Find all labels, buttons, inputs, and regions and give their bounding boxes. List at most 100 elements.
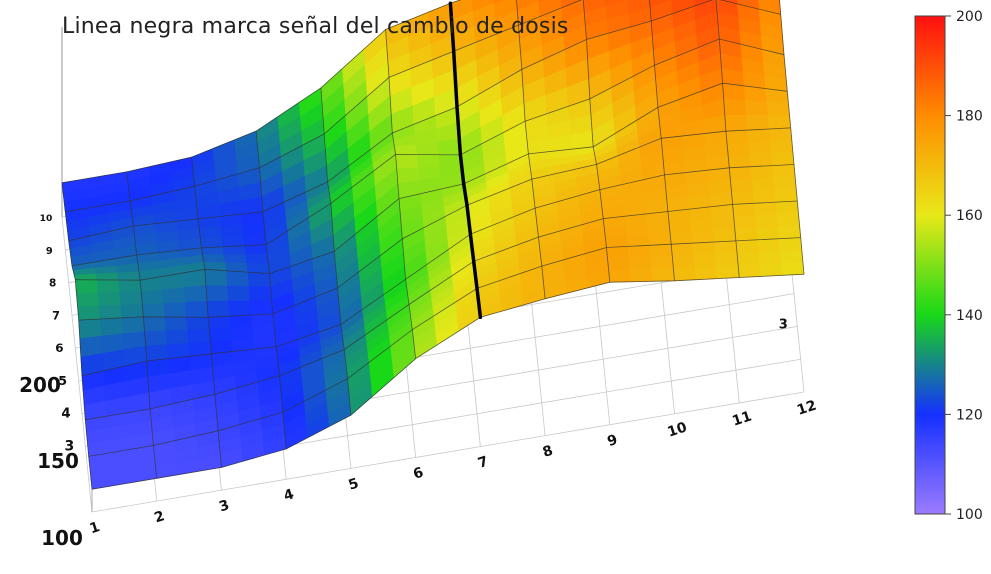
surface-patch (228, 300, 252, 317)
surface-patch (769, 139, 794, 154)
surface-patch (712, 228, 737, 243)
x-tick-label: 11 (730, 408, 753, 429)
surface-patch (608, 269, 632, 283)
surface-patch (162, 287, 186, 304)
x-tick-label: 2 (152, 508, 166, 526)
colorbar: 100 120 140 160 180 200 (914, 9, 983, 523)
surface-patch (206, 300, 231, 318)
surface-patch (185, 300, 209, 318)
surface-patch (606, 246, 630, 260)
surface-patch (650, 256, 674, 270)
surface-patch (715, 252, 739, 267)
surface-patch (183, 284, 208, 303)
surface-patch (752, 189, 777, 204)
surface-patch (725, 129, 749, 144)
surface-patch (690, 218, 714, 233)
surface-patch (733, 215, 757, 230)
surface-patch (649, 243, 673, 258)
surface-patch (165, 329, 190, 346)
y-tick-label: 5 (58, 373, 67, 388)
surface-patch (759, 262, 783, 277)
surface-patch (694, 266, 719, 281)
surface-patch (247, 271, 271, 288)
surface-patch (223, 254, 248, 264)
surface-patch (220, 224, 244, 238)
surface-patch (767, 115, 792, 130)
surface-patch (96, 279, 120, 294)
surface-patch (245, 253, 269, 265)
wire-row (65, 0, 583, 213)
surface-patch (120, 304, 144, 319)
surface-patch (754, 213, 779, 228)
surface-patch (202, 254, 226, 264)
surface-patch (207, 315, 232, 330)
surface-patch (732, 202, 756, 217)
wire-col (255, 131, 287, 449)
surface-patch (118, 279, 142, 294)
surface-patch (629, 268, 654, 283)
surface-patch (748, 140, 772, 155)
wire-row (91, 273, 805, 490)
surface-patch (724, 114, 748, 132)
surface-patch (119, 292, 143, 306)
colorbar-ticks: 100 120 140 160 180 200 (945, 9, 983, 523)
surface-patch (766, 101, 790, 117)
surface-patch (627, 244, 652, 259)
wire-col (516, 0, 546, 299)
surface-patch (242, 222, 266, 236)
surface-patch (73, 273, 98, 281)
wire-col (649, 0, 675, 281)
wire-col (61, 182, 93, 490)
surface-patch (673, 267, 697, 282)
surface-patch (221, 234, 245, 248)
surface-patch (716, 264, 740, 279)
surface-patch (711, 216, 736, 231)
colorbar-bar (914, 15, 946, 515)
surface-patch (243, 233, 267, 247)
surface-patch (735, 239, 759, 254)
wire-row (75, 82, 788, 281)
z-axis-ticks: 100 150 200 (19, 373, 83, 550)
surface-patch (77, 305, 101, 321)
surface-patch (145, 344, 169, 362)
surface-patch (753, 201, 778, 216)
surface-patch (730, 178, 754, 193)
surface-patch (605, 236, 629, 248)
surface-patch (164, 316, 189, 332)
surface-patch (778, 237, 803, 252)
x-tick-label: 12 (795, 398, 818, 419)
surface-patch (227, 285, 251, 302)
z-tick-label: 150 (37, 449, 79, 473)
y-tick-label: 6 (55, 341, 63, 355)
surface-patch (648, 232, 672, 246)
surface-patch (780, 261, 805, 276)
wire-row (85, 200, 798, 421)
y-tick-label: 8 (49, 278, 56, 290)
surface-patch (99, 317, 124, 337)
surface-patch (669, 231, 694, 245)
y-tick-label-right: 3 (779, 317, 788, 332)
surface-patch (98, 304, 123, 320)
x-tick-label: 9 (605, 432, 619, 450)
surface-patch (249, 300, 274, 316)
surface-mesh (61, 0, 805, 490)
surface-patch (749, 153, 773, 168)
y-tick-label: 7 (52, 309, 60, 322)
surface-patch (772, 164, 796, 179)
surface-patch (668, 220, 693, 234)
surface-patch (76, 292, 100, 307)
surface-patch (671, 254, 696, 269)
surface-patch (651, 268, 675, 282)
surface-patch (607, 257, 631, 272)
surface-patch (774, 188, 798, 203)
surface-patch (691, 229, 715, 244)
surface-patch (731, 190, 755, 205)
wire-col (191, 157, 222, 468)
surface-patch (198, 226, 223, 239)
wire-col (385, 29, 416, 359)
surface-patch (205, 284, 229, 302)
surface-patch (751, 177, 775, 192)
wire-row (71, 38, 785, 267)
